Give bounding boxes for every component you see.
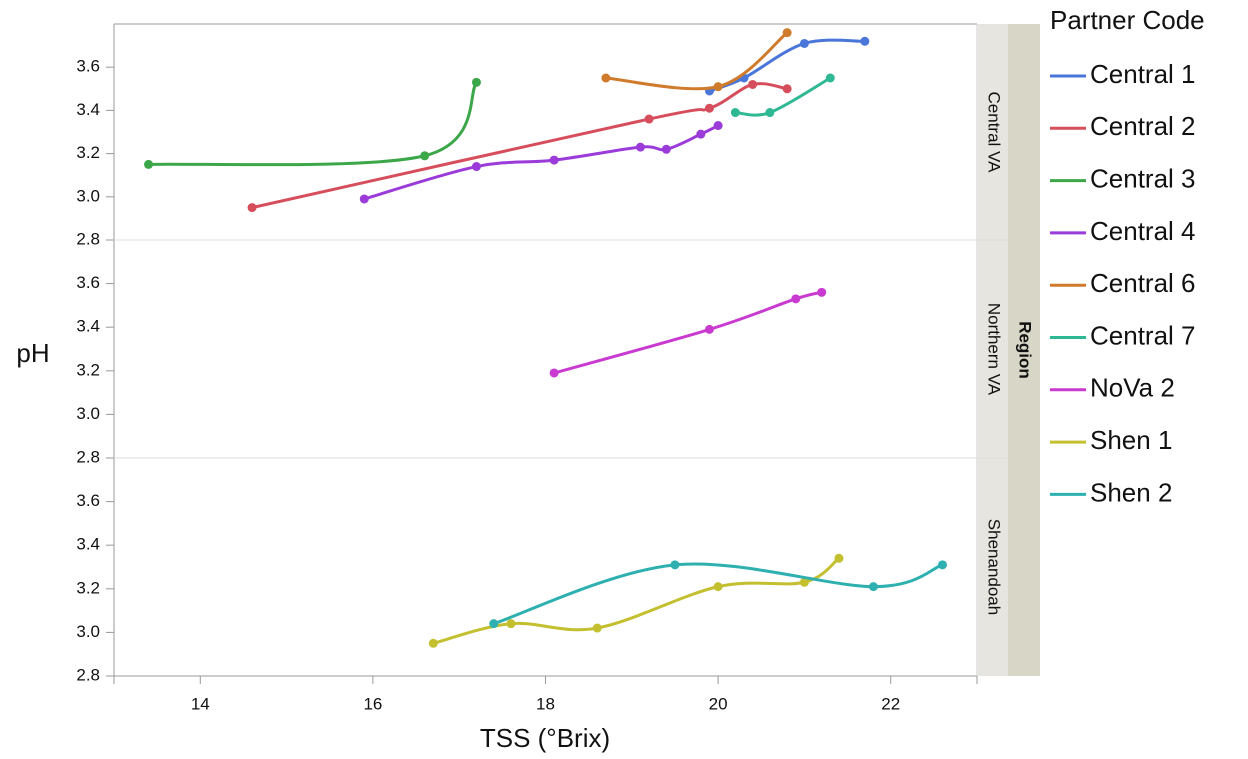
point — [471, 162, 481, 172]
y-tick-label: 3.4 — [76, 100, 100, 119]
point — [704, 103, 714, 113]
point — [644, 114, 654, 124]
point — [506, 619, 516, 629]
x-tick-label: 22 — [881, 694, 900, 713]
point — [420, 151, 430, 161]
point — [144, 159, 154, 169]
facet-label: Shenandoah — [985, 519, 1004, 615]
facet-label: Central VA — [985, 92, 1004, 174]
y-axis-title: pH — [16, 338, 49, 368]
point — [670, 560, 680, 570]
y-tick-label: 2.8 — [76, 665, 100, 684]
point — [713, 82, 723, 92]
legend-label: Central 7 — [1090, 320, 1196, 350]
y-tick-label: 3.6 — [76, 57, 100, 76]
point — [868, 582, 878, 592]
point — [489, 619, 499, 629]
y-tick-label: 3.4 — [76, 317, 100, 336]
point — [748, 79, 758, 89]
y-tick-label: 3.0 — [76, 186, 100, 205]
y-tick-label: 3.6 — [76, 491, 100, 510]
point — [765, 108, 775, 118]
fit-line — [251, 82, 788, 210]
point — [704, 324, 714, 334]
point — [601, 73, 611, 83]
point — [713, 121, 723, 131]
point — [937, 560, 947, 570]
point — [247, 203, 257, 213]
fit-line — [708, 38, 865, 93]
point — [713, 582, 723, 592]
legend-label: Central 3 — [1090, 163, 1196, 193]
fit-line — [553, 290, 823, 375]
fit-line — [148, 81, 478, 167]
point — [592, 623, 602, 633]
facet-title: Region — [1016, 321, 1035, 379]
point — [471, 77, 481, 87]
x-tick-label: 14 — [191, 694, 210, 713]
legend-label: Central 6 — [1090, 268, 1196, 298]
legend-label: Shen 1 — [1090, 425, 1172, 455]
legend-label: Central 1 — [1090, 59, 1196, 89]
fit-line — [493, 562, 944, 626]
y-tick-label: 3.2 — [76, 578, 100, 597]
x-tick-label: 20 — [709, 694, 728, 713]
legend-title: Partner Code — [1050, 5, 1205, 35]
point — [549, 368, 559, 378]
y-tick-label: 3.0 — [76, 404, 100, 423]
point — [791, 294, 801, 304]
x-tick-label: 16 — [363, 694, 382, 713]
y-tick-label: 3.6 — [76, 273, 100, 292]
point — [782, 28, 792, 38]
fit-line — [363, 124, 719, 201]
point — [799, 577, 809, 587]
facet-label: Northern VA — [985, 303, 1004, 396]
point — [799, 38, 809, 48]
legend-label: NoVa 2 — [1090, 373, 1175, 403]
point — [696, 129, 706, 139]
y-tick-label: 3.0 — [76, 622, 100, 641]
point — [782, 84, 792, 94]
fit-line — [605, 31, 789, 91]
y-tick-label: 3.2 — [76, 360, 100, 379]
point — [359, 194, 369, 204]
legend-label: Shen 2 — [1090, 477, 1172, 507]
point — [825, 73, 835, 83]
y-tick-label: 2.8 — [76, 229, 100, 248]
point — [635, 142, 645, 152]
point — [817, 287, 827, 297]
y-tick-label: 3.4 — [76, 535, 100, 554]
point — [730, 108, 740, 118]
point — [860, 36, 870, 46]
point — [428, 638, 438, 648]
x-tick-label: 18 — [536, 694, 555, 713]
facet-strip — [978, 24, 1008, 676]
legend-label: Central 2 — [1090, 111, 1196, 141]
point — [549, 155, 559, 165]
region-strip — [1008, 24, 1040, 676]
legend-label: Central 4 — [1090, 216, 1196, 246]
y-tick-label: 2.8 — [76, 447, 100, 466]
point — [834, 553, 844, 563]
x-axis-title: TSS (°Brix) — [480, 723, 610, 753]
y-tick-label: 3.2 — [76, 143, 100, 162]
point — [661, 144, 671, 154]
